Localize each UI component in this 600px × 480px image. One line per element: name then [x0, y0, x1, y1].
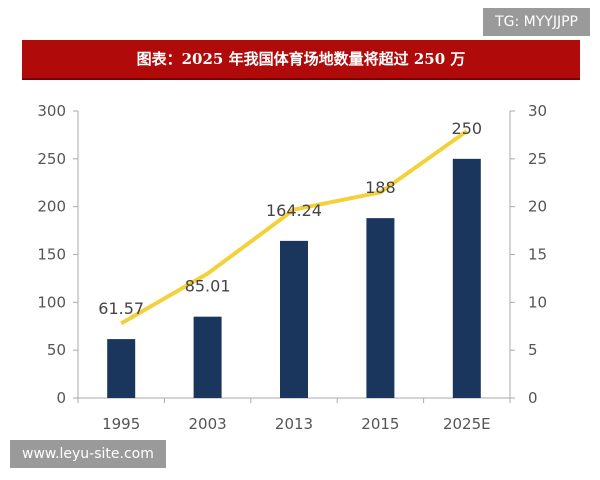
- bar: [107, 339, 136, 398]
- left-tick-label: 0: [56, 389, 66, 407]
- bar: [280, 240, 308, 398]
- x-tick-label: 2013: [275, 415, 313, 433]
- x-tick-label: 2015: [361, 415, 399, 433]
- watermark-top: TG: MYYJJPP: [483, 8, 590, 36]
- right-tick-label: 10: [528, 293, 547, 311]
- left-tick-label: 150: [37, 246, 66, 264]
- bar: [366, 218, 395, 398]
- right-tick-label: 20: [528, 198, 547, 216]
- bar-data-label: 188: [365, 178, 396, 197]
- right-tick-label: 0: [528, 389, 538, 407]
- bar-data-label: 250: [452, 119, 483, 138]
- bar-data-label: 164.24: [266, 201, 322, 220]
- left-tick-label: 100: [37, 293, 66, 311]
- left-tick-label: 250: [37, 150, 66, 168]
- right-tick-label: 25: [528, 150, 547, 168]
- left-tick-label: 200: [37, 198, 66, 216]
- bar: [452, 158, 481, 398]
- watermark-bottom: www.leyu-site.com: [10, 440, 166, 468]
- right-tick-label: 5: [528, 341, 538, 359]
- bar-data-label: 85.01: [185, 277, 231, 296]
- x-tick-label: 2003: [189, 415, 227, 433]
- chart-title: 图表：2025 年我国体育场地数量将超过 250 万: [22, 40, 580, 80]
- x-tick-label: 1995: [102, 415, 140, 433]
- bar-data-label: 61.57: [98, 299, 144, 318]
- right-tick-label: 15: [528, 246, 547, 264]
- right-tick-label: 30: [528, 102, 547, 120]
- left-tick-label: 300: [37, 102, 66, 120]
- left-tick-label: 50: [47, 341, 66, 359]
- bar: [193, 316, 222, 398]
- x-tick-label: 2025E: [443, 415, 491, 433]
